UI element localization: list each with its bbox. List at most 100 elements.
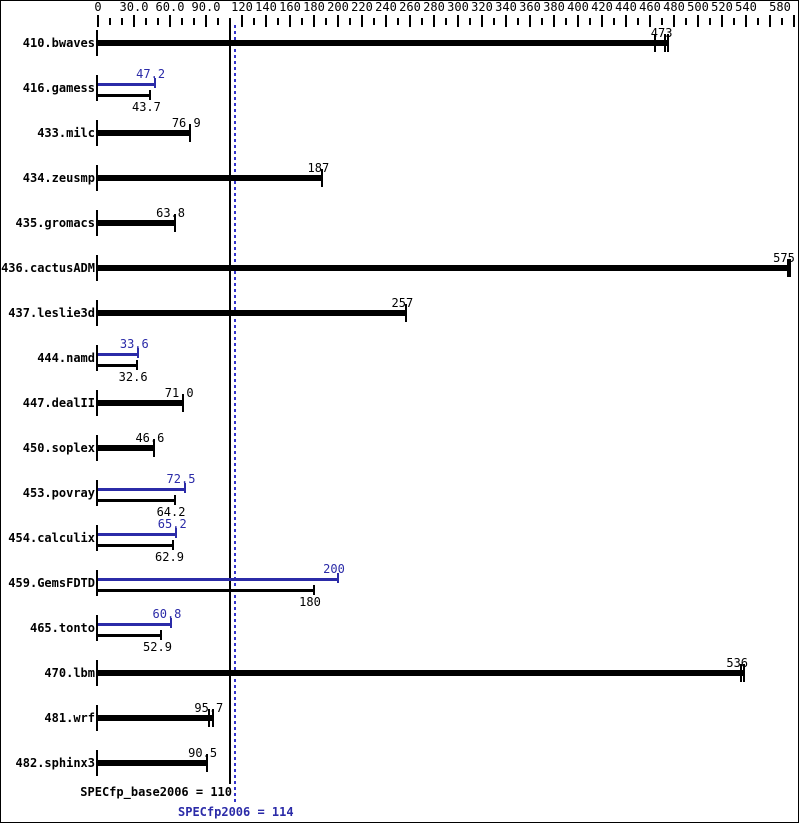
- benchmark-label: 434.zeusmp: [22, 171, 95, 185]
- axis-major-tick: [553, 15, 555, 27]
- benchmark-label: 481.wrf: [44, 711, 95, 725]
- axis-tick-label: 320: [471, 0, 493, 14]
- axis-major-tick: [769, 15, 771, 27]
- axis-minor-tick: [733, 18, 735, 25]
- peak-reference-line: [233, 25, 236, 803]
- axis-major-tick: [289, 15, 291, 27]
- axis-tick-label: 90.0: [191, 0, 221, 14]
- axis-minor-tick: [157, 18, 159, 25]
- axis-tick-label: 480: [663, 0, 685, 14]
- benchmark-label: 435.gromacs: [15, 216, 95, 230]
- base-bar: [98, 40, 668, 46]
- axis-minor-tick: [493, 18, 495, 25]
- axis-major-tick: [241, 15, 243, 27]
- axis-major-tick: [205, 15, 207, 27]
- axis-major-tick: [697, 15, 699, 27]
- base-value-label: 64.2: [156, 505, 186, 519]
- axis-tick-label: 540: [735, 0, 757, 14]
- axis-tick-label: 360: [519, 0, 541, 14]
- bar-end-serif: [175, 528, 178, 538]
- bar-end-serif: [173, 214, 176, 232]
- base-value-label: 63.8: [156, 206, 185, 220]
- axis-minor-tick: [589, 18, 591, 25]
- axis-minor-tick: [757, 18, 759, 25]
- axis-minor-tick: [397, 18, 399, 25]
- benchmark-label: 416.gamess: [22, 81, 95, 95]
- axis-minor-tick: [349, 18, 351, 25]
- axis-minor-tick: [217, 18, 219, 25]
- axis-major-tick: [505, 15, 507, 27]
- row-axis-segment: [96, 480, 98, 506]
- axis-minor-tick: [541, 18, 543, 25]
- base-bar: [98, 715, 213, 721]
- base-bar: [98, 544, 174, 547]
- benchmark-label: 459.GemsFDTD: [8, 576, 95, 590]
- axis-minor-tick: [181, 18, 183, 25]
- bar-end-serif: [740, 664, 743, 682]
- bar-end-serif: [174, 495, 177, 505]
- axis-minor-tick: [373, 18, 375, 25]
- base-value-label: 32.6: [118, 370, 148, 384]
- axis-major-tick: [577, 15, 579, 27]
- bar-end-serif: [787, 259, 789, 277]
- axis-minor-tick: [121, 18, 123, 25]
- base-value-label: 90.5: [188, 746, 218, 760]
- base-bar: [98, 265, 791, 271]
- bar-end-serif: [189, 124, 192, 142]
- row-axis-segment: [96, 525, 98, 551]
- peak-bar: [98, 533, 177, 536]
- axis-minor-tick: [277, 18, 279, 25]
- row-axis-segment: [96, 210, 98, 236]
- axis-major-tick: [601, 15, 603, 27]
- axis-major-tick: [133, 15, 135, 27]
- bar-end-serif: [337, 573, 339, 583]
- axis-tick-label: 340: [495, 0, 517, 14]
- axis-minor-tick: [781, 18, 783, 25]
- benchmark-label: 470.lbm: [44, 666, 95, 680]
- benchmark-label: 450.soplex: [22, 441, 95, 455]
- row-axis-segment: [96, 570, 98, 596]
- bar-end-serif: [405, 304, 408, 322]
- axis-tick-label: 400: [567, 0, 589, 14]
- base-value-label: 43.7: [131, 100, 161, 114]
- axis-major-tick: [361, 15, 363, 27]
- base-value-label: 52.9: [143, 640, 172, 654]
- axis-tick-label: 220: [351, 0, 373, 14]
- base-value-label: 95.7: [194, 701, 224, 715]
- benchmark-label: 482.sphinx3: [15, 756, 95, 770]
- peak-value-label: 60.8: [152, 607, 182, 621]
- row-axis-segment: [96, 30, 98, 56]
- axis-major-tick: [313, 15, 315, 27]
- peak-bar: [98, 623, 171, 626]
- bar-end-serif: [153, 78, 156, 88]
- bar-end-serif: [664, 34, 666, 52]
- axis-minor-tick: [565, 18, 567, 25]
- axis-minor-tick: [301, 18, 303, 25]
- axis-major-tick: [457, 15, 459, 27]
- axis-major-tick: [481, 15, 483, 27]
- benchmark-label: 436.cactusADM: [1, 261, 95, 275]
- bar-end-serif: [169, 618, 172, 628]
- base-bar: [98, 310, 407, 316]
- axis-minor-tick: [253, 18, 255, 25]
- axis-minor-tick: [685, 18, 687, 25]
- base-bar: [98, 670, 745, 676]
- bar-end-serif: [136, 360, 139, 370]
- row-axis-segment: [96, 435, 98, 461]
- axis-major-tick: [745, 15, 747, 27]
- bar-end-serif: [313, 585, 315, 595]
- axis-tick-label: 180: [303, 0, 325, 14]
- axis-minor-tick: [109, 18, 111, 25]
- row-axis-segment: [96, 615, 98, 641]
- axis-major-tick: [385, 15, 387, 27]
- axis-minor-tick: [661, 18, 663, 25]
- axis-tick-label: 300: [447, 0, 469, 14]
- axis-tick-label: 500: [687, 0, 709, 14]
- benchmark-label: 447.dealII: [22, 396, 95, 410]
- axis-major-tick: [673, 15, 675, 27]
- base-value-label: 473: [650, 26, 673, 40]
- axis-tick-label: 460: [639, 0, 661, 14]
- base-bar: [98, 760, 207, 766]
- base-bar: [98, 499, 176, 502]
